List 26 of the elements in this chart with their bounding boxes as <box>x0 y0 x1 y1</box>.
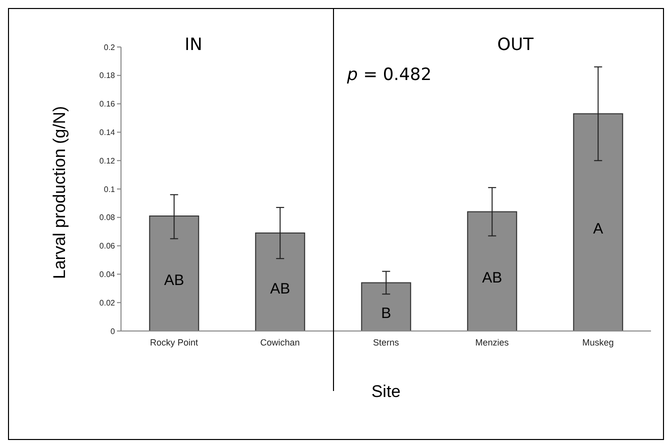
y-tick-label: 0.02 <box>99 298 116 308</box>
y-axis-title: Larval production (g/N) <box>50 106 70 279</box>
y-tick-label: 0.04 <box>99 270 116 280</box>
y-tick-label: 0 <box>110 326 116 336</box>
data-label: AB <box>164 272 184 289</box>
data-label: AB <box>270 280 290 298</box>
x-tick-label: Menzies <box>475 337 510 348</box>
y-tick-label: 0.16 <box>99 100 116 109</box>
annotation: IN <box>184 35 202 55</box>
data-label: B <box>381 305 392 322</box>
x-axis-title: Site <box>371 382 401 401</box>
x-tick-label: Muskeg <box>582 337 614 348</box>
data-label: AB <box>482 270 502 287</box>
x-tick-label: Cowichan <box>260 337 300 348</box>
y-tick-label: 0.08 <box>99 213 116 222</box>
data-label: A <box>593 220 604 238</box>
y-tick-label: 0.14 <box>99 128 116 138</box>
y-tick-label: 0.1 <box>104 184 116 194</box>
y-tick-label: 0.18 <box>99 71 116 80</box>
y-tick-label: 0.06 <box>99 242 116 251</box>
annotation: OUT <box>497 35 534 55</box>
annotation: p = 0.482 <box>347 65 432 85</box>
y-tick-label: 0.12 <box>99 156 116 166</box>
y-tick-label: 0.2 <box>104 42 116 52</box>
x-tick-label: Rocky Point <box>150 337 199 348</box>
x-tick-label: Sterns <box>372 337 400 348</box>
